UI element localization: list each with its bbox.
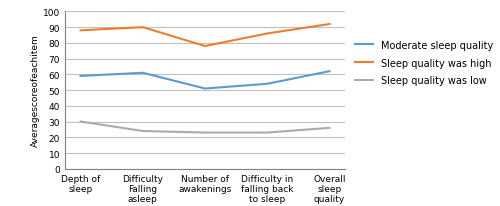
Sleep quality was low <box>264 132 270 134</box>
Sleep quality was low <box>140 130 146 133</box>
Line: Sleep quality was low: Sleep quality was low <box>80 122 330 133</box>
Moderate sleep quality <box>264 83 270 86</box>
Sleep quality was high <box>140 27 146 29</box>
Legend: Moderate sleep quality, Sleep quality was high, Sleep quality was low: Moderate sleep quality, Sleep quality wa… <box>356 41 493 86</box>
Moderate sleep quality <box>202 88 208 90</box>
Sleep quality was low <box>326 127 332 129</box>
Sleep quality was low <box>78 121 84 123</box>
Moderate sleep quality <box>78 75 84 78</box>
Line: Sleep quality was high: Sleep quality was high <box>80 25 330 47</box>
Line: Moderate sleep quality: Moderate sleep quality <box>80 72 330 89</box>
Sleep quality was high <box>264 33 270 35</box>
Sleep quality was low <box>202 132 208 134</box>
Sleep quality was high <box>202 46 208 48</box>
Sleep quality was high <box>78 30 84 32</box>
Moderate sleep quality <box>140 72 146 75</box>
Sleep quality was high <box>326 24 332 26</box>
Moderate sleep quality <box>326 71 332 73</box>
Y-axis label: Averagescoreofeachitem: Averagescoreofeachitem <box>31 35 40 147</box>
